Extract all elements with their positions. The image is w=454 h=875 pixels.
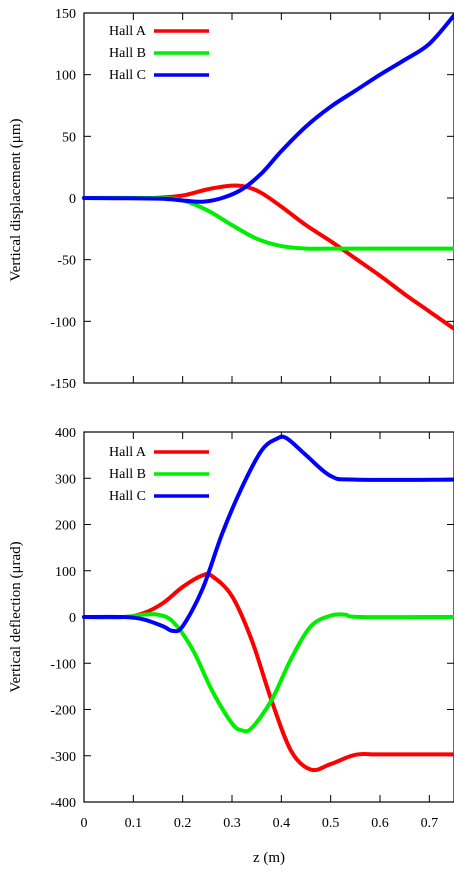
bottom-legend-label-c: Hall C (109, 489, 146, 504)
top-series-hall-b (82, 195, 454, 251)
bottom-x-tick-label: 0 (81, 816, 88, 831)
bottom-y-tick-label: 0 (69, 611, 76, 626)
top-y-tick-label: 50 (62, 130, 76, 145)
top-series (82, 13, 454, 331)
top-legend: Hall A Hall B Hall C (109, 24, 209, 83)
top-y-axis-label: Vertical displacement (μm) (8, 119, 24, 282)
bottom-y-tick-label: -200 (50, 704, 76, 719)
bottom-x-tick-label: 0.1 (125, 816, 143, 831)
top-y-tick-label: -50 (57, 254, 76, 269)
bottom-legend-label-a: Hall A (109, 445, 147, 460)
bottom-y-axis-label: Vertical deflection (μrad) (8, 541, 24, 692)
bottom-legend: Hall A Hall B Hall C (109, 445, 209, 504)
bottom-y-ticks: -400 -300 -200 -100 0 100 200 300 400 (50, 426, 454, 811)
bottom-y-tick-label: -100 (50, 657, 76, 672)
top-y-tick-label: 150 (55, 7, 76, 22)
bottom-y-tick-label: 300 (55, 472, 76, 487)
bottom-series-hall-a (82, 571, 454, 773)
bottom-y-tick-label: -300 (50, 750, 76, 765)
bottom-x-tick-label: 0.6 (371, 816, 389, 831)
bottom-series-hall-c (82, 434, 454, 634)
bottom-x-tick-label: 0.3 (223, 816, 241, 831)
bottom-y-tick-label: 100 (55, 565, 76, 580)
top-legend-label-c: Hall C (109, 68, 146, 83)
bottom-y-tick-label: 400 (55, 426, 76, 441)
bottom-x-tick-label: 0.5 (322, 816, 340, 831)
top-panel: -150 -100 -50 0 50 100 150 Vertical displaceme… (8, 7, 454, 392)
bottom-series (82, 434, 454, 773)
bottom-x-tick-label: 0.4 (273, 816, 291, 831)
bottom-x-axis-label: z (m) (253, 850, 285, 866)
top-legend-label-a: Hall A (109, 24, 147, 39)
top-legend-label-b: Hall B (109, 46, 146, 61)
top-y-tick-label: 100 (55, 69, 76, 84)
top-series-hall-c (82, 13, 454, 204)
bottom-x-tick-label: 0.2 (174, 816, 192, 831)
top-y-tick-label: -150 (50, 377, 76, 392)
top-y-tick-label: 0 (69, 192, 76, 207)
bottom-y-tick-label: -400 (50, 796, 76, 811)
bottom-y-tick-label: 200 (55, 519, 76, 534)
bottom-legend-label-b: Hall B (109, 467, 146, 482)
top-series-hall-a (82, 183, 454, 331)
bottom-x-ticks: 0 0.1 0.2 0.3 0.4 0.5 0.6 0.7 (81, 432, 439, 831)
top-y-tick-label: -100 (50, 315, 76, 330)
top-x-ticks (83, 13, 430, 383)
bottom-x-tick-label: 0.7 (421, 816, 439, 831)
bottom-series-hall-b (82, 612, 454, 734)
bottom-panel: -400 -300 -200 -100 0 100 200 300 400 0 0.1 0.2 0.3… (8, 426, 454, 866)
